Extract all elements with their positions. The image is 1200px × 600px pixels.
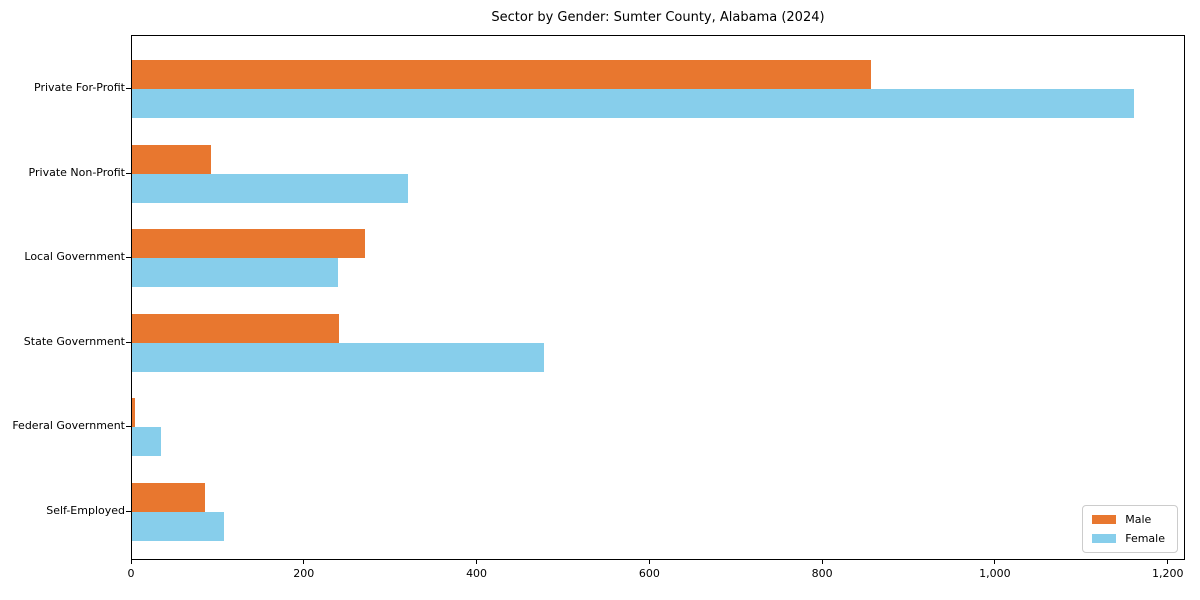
male-color-swatch (1092, 515, 1117, 524)
y-axis-label: Private For-Profit (34, 81, 125, 94)
y-axis-label: Federal Government (12, 419, 125, 432)
x-tick-label: 200 (293, 567, 315, 580)
bar-female-2 (132, 173, 409, 203)
y-axis-label: Local Government (24, 250, 125, 263)
y-axis-label: Self-Employed (46, 503, 125, 517)
bar-male-3 (132, 229, 366, 258)
plot-area: Male Female (131, 35, 1185, 560)
x-tick-label: 1,000 (979, 567, 1011, 580)
bar-male-5 (132, 398, 135, 427)
legend: Male Female (1082, 505, 1178, 553)
x-tick-label: 400 (466, 567, 488, 580)
x-tick-mark (476, 560, 478, 564)
bar-female-3 (132, 258, 338, 287)
x-tick-mark (303, 560, 305, 564)
y-tick-mark (126, 88, 131, 89)
bar-female-4 (132, 342, 545, 372)
y-tick-mark (126, 257, 131, 258)
legend-label-female: Female (1125, 532, 1165, 545)
x-tick-mark (821, 560, 823, 564)
y-tick-mark (126, 341, 131, 343)
x-tick-label: 0 (127, 567, 135, 580)
legend-entry-female: Female (1092, 532, 1165, 545)
bar-male-2 (132, 144, 212, 174)
legend-label-male: Male (1125, 513, 1152, 526)
bar-female-1 (132, 89, 1135, 118)
x-tick-mark (994, 560, 996, 564)
chart-title: Sector by Gender: Sumter County, Alabama… (491, 10, 825, 25)
legend-entry-male: Male (1092, 513, 1165, 526)
y-tick-mark (126, 172, 131, 174)
bar-male-6 (132, 482, 205, 512)
y-axis-label: Private Non-Profit (28, 165, 125, 179)
bar-female-6 (132, 511, 225, 541)
bar-male-1 (132, 60, 871, 89)
x-tick-label: 800 (811, 567, 833, 580)
x-tick-label: 1,200 (1151, 567, 1184, 580)
bar-female-5 (132, 427, 161, 456)
x-tick-label: 600 (638, 567, 660, 580)
x-tick-mark (648, 560, 650, 564)
x-tick-mark (1167, 560, 1169, 564)
female-color-swatch (1092, 534, 1117, 543)
x-tick-mark (130, 560, 132, 564)
bars-layer (132, 36, 1184, 559)
y-tick-mark (126, 426, 131, 427)
y-tick-mark (126, 510, 131, 512)
bar-male-4 (132, 313, 340, 343)
y-axis-label: State Government (23, 334, 125, 348)
